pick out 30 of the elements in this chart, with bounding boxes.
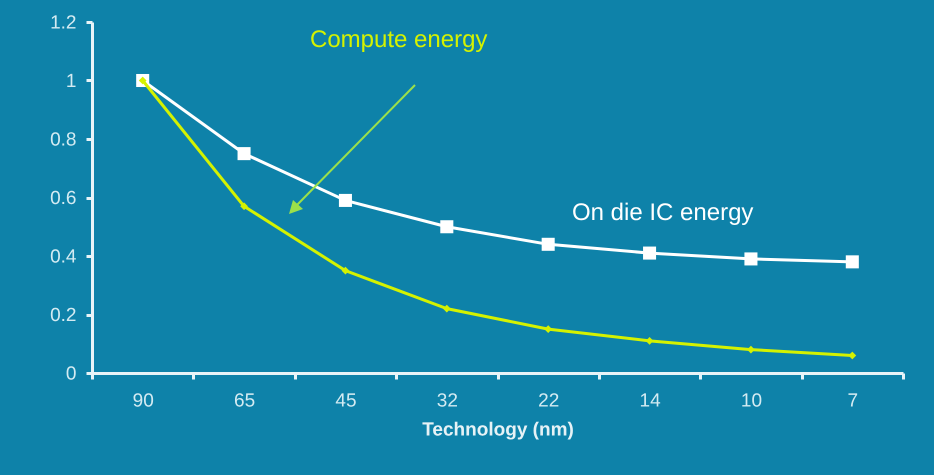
point [643, 246, 656, 260]
point [338, 194, 352, 207]
point [542, 238, 555, 251]
x-tick-label: 45 [335, 390, 357, 412]
x-tick-label: 14 [639, 390, 662, 412]
point [342, 266, 350, 274]
y-tick-label: 0 [66, 364, 76, 384]
x-tick-label: 7 [848, 390, 858, 412]
y-tick-label: 0.2 [50, 305, 76, 326]
point [442, 304, 451, 313]
point [238, 147, 251, 160]
y-tick-label: 0.8 [50, 130, 76, 150]
y-tick-label: 1 [66, 71, 76, 92]
y-tick-label: 0.4 [50, 246, 77, 268]
point [440, 220, 454, 234]
text: Compute energy [310, 26, 488, 53]
y-tick-label: 1.2 [50, 12, 76, 34]
y-tick-label: 0.6 [50, 188, 76, 209]
series-label: On die IC energy [572, 199, 754, 226]
point [646, 336, 654, 345]
x-tick-label: 32 [436, 390, 458, 412]
point [744, 252, 758, 266]
point [747, 346, 755, 354]
x-axis-title: Technology (nm) [422, 420, 574, 440]
point [240, 202, 248, 210]
x-tick-label: 90 [132, 390, 154, 412]
x-tick-label: 10 [740, 390, 762, 412]
x-tick-label: 65 [234, 390, 256, 412]
point [846, 255, 859, 268]
x-tick-label: 22 [538, 390, 560, 412]
